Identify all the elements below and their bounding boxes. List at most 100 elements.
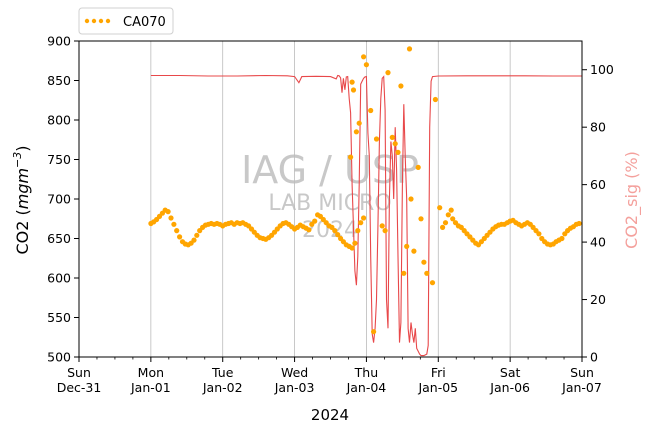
co2-point [401, 270, 407, 276]
x-grid [150, 41, 511, 357]
co2-point [429, 280, 436, 286]
left-y-label-suffix: ) [13, 145, 32, 151]
co2-point [371, 329, 377, 335]
x-tick-label-date: Dec-31 [57, 380, 102, 395]
legend-marker [98, 18, 104, 24]
left-y-tick-label: 900 [47, 34, 71, 49]
legend-marker [84, 18, 90, 24]
x-tick-label-date: Jan-02 [202, 380, 243, 395]
co2-point [404, 243, 410, 249]
co2-point [350, 87, 357, 93]
co2-point [306, 227, 312, 233]
co2-point [373, 136, 380, 142]
co2-point [382, 228, 388, 234]
left-y-tick-label: 550 [47, 310, 71, 325]
right-y-tick-label: 0 [590, 350, 598, 365]
co2-point [418, 216, 424, 222]
co2-point [194, 232, 200, 238]
co2-point [356, 120, 362, 126]
legend-label: CA070 [123, 15, 166, 30]
co2-point [368, 107, 374, 114]
co2-point [421, 259, 427, 265]
left-y-axis: 500 550 600 650 700 750 800 850 900 [47, 34, 79, 365]
right-y-axis-label: CO2_sig (%) [622, 151, 642, 249]
co2-point [408, 196, 414, 202]
x-tick-label-dow: Thu [354, 365, 378, 380]
co2-sig-polyline [150, 74, 582, 357]
co2-point [335, 232, 341, 238]
left-y-tick-label: 800 [47, 113, 71, 128]
right-y-tick-label: 40 [590, 235, 606, 250]
x-tick-label-date: Jan-03 [274, 380, 315, 395]
right-y-axis: 0 20 40 60 80 100 [582, 62, 614, 365]
legend: CA070 [78, 7, 174, 35]
x-tick-label-dow: Wed [281, 365, 308, 380]
right-y-tick-label: 20 [590, 292, 606, 307]
co2-point [445, 212, 451, 218]
co2-point [432, 96, 438, 103]
left-y-label-exponent: −3 [11, 152, 24, 168]
co2-point [361, 215, 367, 221]
co2-point [415, 164, 421, 170]
co2-point [312, 218, 318, 224]
left-y-tick-label: 650 [47, 231, 71, 246]
co2-sig-line [150, 74, 582, 357]
x-tick-label-dow: Tue [211, 365, 234, 380]
co2-point [576, 220, 582, 227]
right-y-tick-label: 80 [590, 120, 606, 135]
co2-point [424, 270, 430, 276]
x-tick-label-dow: Mon [138, 365, 164, 380]
co2-point [440, 224, 446, 230]
co2-point [363, 62, 369, 68]
co2-point [352, 240, 358, 246]
left-y-tick-label: 850 [47, 73, 71, 88]
co2-point [392, 141, 398, 147]
x-axis: SunDec-31MonJan-01TueJan-02WedJan-03ThuJ… [57, 357, 602, 395]
co2-point [406, 46, 413, 52]
x-tick-label-dow: Fri [431, 365, 446, 380]
left-y-label-prefix: CO2 ( [13, 209, 32, 254]
co2-point [349, 245, 355, 251]
co2-point [385, 70, 391, 76]
co2-point [536, 231, 542, 237]
co2-points [148, 46, 582, 335]
x-tick-label-date: Jan-05 [417, 380, 458, 395]
co2-point [437, 205, 443, 211]
left-y-tick-label: 500 [47, 350, 71, 365]
left-y-tick-label: 750 [47, 152, 71, 167]
co2-point [442, 220, 449, 226]
x-tick-label-dow: Sun [570, 365, 594, 380]
co2-point [332, 228, 338, 234]
right-y-tick-label: 100 [590, 62, 614, 77]
co2-point [168, 215, 174, 221]
co2-point [358, 220, 364, 226]
left-y-tick-label: 600 [47, 271, 71, 286]
co2-point [349, 79, 355, 85]
left-y-tick-label: 700 [47, 192, 71, 207]
co2-point [348, 154, 354, 160]
x-tick-label-dow: Sat [500, 365, 521, 380]
right-y-tick-label: 60 [590, 177, 606, 192]
co2-point [450, 216, 456, 222]
left-y-label-unit: mgm [13, 168, 32, 209]
x-tick-label-date: Jan-07 [561, 380, 602, 395]
legend-marker [91, 18, 97, 24]
co2-point [171, 221, 177, 227]
co2-point [411, 248, 417, 254]
co2-point [448, 207, 454, 213]
co2-point [361, 54, 367, 60]
co2-point [395, 149, 401, 155]
x-tick-label-date: Jan-01 [130, 380, 171, 395]
co2-point [559, 235, 565, 242]
legend-marker [105, 18, 111, 24]
x-axis-label: 2024 [311, 406, 349, 424]
x-tick-label-date: Jan-06 [489, 380, 530, 395]
co2-point [191, 237, 197, 243]
co2-point [177, 234, 183, 240]
watermark: IAG / USP LAB MICRO 2024 [241, 148, 419, 243]
co2-point [379, 223, 385, 229]
co2-point [353, 129, 359, 135]
x-tick-label-dow: Sun [67, 365, 91, 380]
left-y-axis-label: CO2 (mgm−3) [11, 145, 32, 254]
